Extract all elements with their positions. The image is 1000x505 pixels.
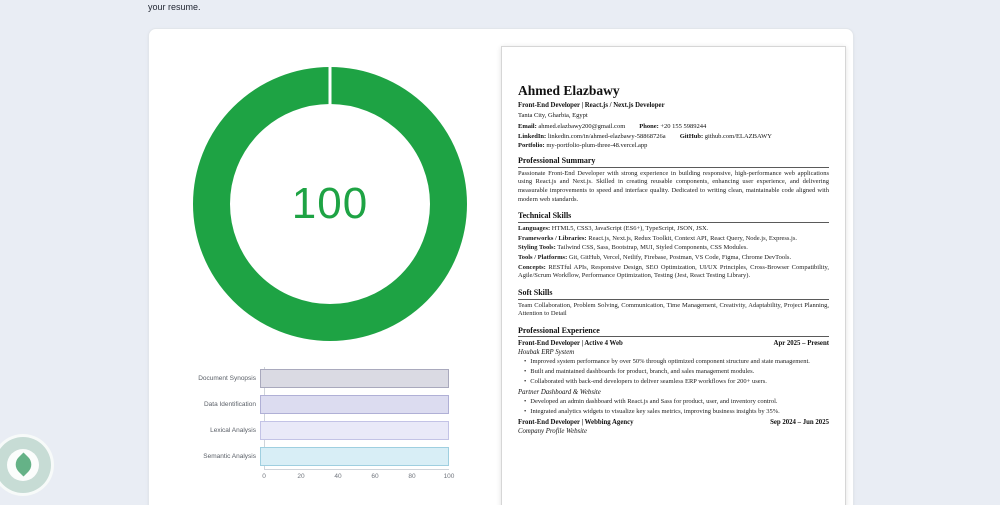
x-tick-label: 40	[334, 473, 342, 480]
bar-row: Semantic Analysis	[179, 443, 449, 469]
bar-fill	[260, 446, 449, 466]
job-title: Front-End Developer | Active 4 Web	[518, 340, 623, 348]
skill-item: Languages: HTML5, CSS3, JavaScript (ES6+…	[518, 224, 709, 232]
skill-category-label: Frameworks / Libraries:	[518, 234, 587, 242]
bullet-item: Collaborated with back-end developers to…	[524, 378, 829, 387]
skill-item: Styling Tools: Tailwind CSS, Sass, Boots…	[518, 244, 748, 252]
analysis-card: 100 Document Synopsis Data Identification…	[148, 28, 854, 505]
bar-label: Semantic Analysis	[203, 452, 256, 460]
contact-linkedin-value: linkedin.com/in/ahmed-elazbawy-58868726a	[547, 132, 666, 140]
contact-line-3: Portfolio: my-portfolio-plum-three-48.ve…	[518, 142, 829, 149]
contact-email-value: ahmed.elazbawy200@gmail.com	[538, 123, 626, 130]
score-value: 100	[291, 179, 369, 228]
contact-portfolio-label: Portfolio:	[518, 142, 545, 149]
bar-track	[260, 368, 449, 388]
bullet-item: Developed an admin dashboard with React.…	[524, 398, 829, 407]
project-name: Company Profile Website	[518, 428, 587, 436]
bullet-item: Integrated analytics widgets to visualiz…	[524, 408, 829, 417]
contact-github-label: GitHub:	[679, 132, 704, 140]
contact-github: GitHub: github.com/ELAZBAWY	[680, 133, 772, 140]
bar-row: Lexical Analysis	[179, 417, 449, 443]
section-heading-experience: Professional Experience	[518, 326, 829, 338]
x-tick-label: 100	[443, 473, 455, 480]
job-header: Front-End Developer | Webbing Agency Sep …	[518, 419, 829, 426]
skill-item: Frameworks / Libraries: React.js, Next.j…	[518, 234, 798, 242]
job-dates: Sep 2024 – Jun 2025	[770, 419, 829, 427]
technical-skills-list: Languages: HTML5, CSS3, JavaScript (ES6+…	[518, 225, 829, 281]
bullet-item: Built and maintained dashboards for prod…	[524, 368, 829, 377]
contact-linkedin-label: LinkedIn:	[518, 132, 547, 140]
soft-skills-text: Team Collaboration, Problem Solving, Com…	[518, 301, 829, 318]
resume-headline: Front-End Developer | React.js / Next.js…	[518, 102, 665, 109]
contact-phone: Phone: +20 155 5989244	[639, 123, 706, 130]
bar-label: Document Synopsis	[198, 374, 256, 382]
bar-track	[260, 446, 449, 466]
project-name: Houbak ERP System	[518, 349, 575, 357]
bar-chart-rows: Document Synopsis Data Identification Lexi…	[179, 365, 449, 469]
contact-line-2: LinkedIn: linkedin.com/in/ahmed-elazbawy…	[518, 133, 829, 140]
page-intro-text: your resume.	[148, 2, 201, 12]
project-name: Partner Dashboard & Website	[518, 389, 601, 397]
section-heading-technical-skills: Technical Skills	[518, 211, 829, 223]
resume-preview-page[interactable]: Ahmed Elazbawy Front-End Developer | Rea…	[501, 46, 846, 505]
bar-track	[260, 420, 449, 440]
skill-category-label: Tools / Platforms:	[518, 253, 568, 261]
resume-name: Ahmed Elazbawy	[518, 83, 620, 98]
watermark-logo	[0, 434, 54, 496]
summary-text: Passionate Front-End Developer with stro…	[518, 169, 829, 203]
contact-phone-value: +20 155 5989244	[660, 123, 707, 130]
contact-linkedin: LinkedIn: linkedin.com/in/ahmed-elazbawy…	[518, 133, 666, 140]
contact-portfolio: Portfolio: my-portfolio-plum-three-48.ve…	[518, 142, 647, 149]
job-header: Front-End Developer | Active 4 Web Apr 20…	[518, 340, 829, 347]
bar-fill	[260, 368, 449, 388]
skill-item: Tools / Platforms: Git, GitHub, Vercel, …	[518, 253, 792, 261]
bullet-item: Improved system performance by over 50% …	[524, 358, 829, 367]
section-heading-summary: Professional Summary	[518, 156, 829, 168]
skill-item: Concepts: RESTful APIs, Responsive Desig…	[518, 263, 829, 280]
skill-category-label: Styling Tools:	[518, 244, 556, 252]
skill-category-label: Concepts:	[518, 263, 546, 271]
contact-email: Email: ahmed.elazbawy200@gmail.com	[518, 123, 625, 130]
x-tick-label: 60	[371, 473, 379, 480]
contact-portfolio-value: my-portfolio-plum-three-48.vercel.app	[546, 142, 648, 149]
x-tick-label: 0	[262, 473, 266, 480]
resume-location: Tanta City, Gharbia, Egypt	[518, 112, 588, 119]
bar-row: Data Identification	[179, 391, 449, 417]
score-donut-chart: 100	[193, 67, 467, 341]
bar-chart-y-axis	[264, 367, 265, 469]
analysis-bar-chart: Document Synopsis Data Identification Lexi…	[179, 365, 454, 483]
bar-chart-x-axis: 0 20 40 60 80 100	[262, 469, 454, 483]
contact-line-1: Email: ahmed.elazbawy200@gmail.com Phone…	[518, 123, 829, 130]
bar-fill	[260, 420, 449, 440]
bar-label: Lexical Analysis	[210, 426, 256, 434]
bar-track	[260, 394, 449, 414]
contact-github-value: github.com/ELAZBAWY	[704, 132, 772, 140]
x-tick-label: 80	[408, 473, 416, 480]
x-tick-label: 20	[297, 473, 305, 480]
bar-label: Data Identification	[203, 400, 256, 408]
job-dates: Apr 2025 – Present	[773, 340, 829, 348]
contact-email-label: Email:	[518, 123, 537, 130]
contact-phone-label: Phone:	[639, 123, 659, 130]
job-title: Front-End Developer | Webbing Agency	[518, 419, 634, 427]
leaf-icon	[7, 449, 39, 481]
score-ring	[193, 67, 467, 341]
bar-fill	[260, 394, 449, 414]
skill-category-label: Languages:	[518, 224, 551, 232]
section-heading-soft-skills: Soft Skills	[518, 288, 829, 300]
experience-list: Front-End Developer | Active 4 Web Apr 20…	[518, 340, 829, 435]
bar-row: Document Synopsis	[179, 365, 449, 391]
